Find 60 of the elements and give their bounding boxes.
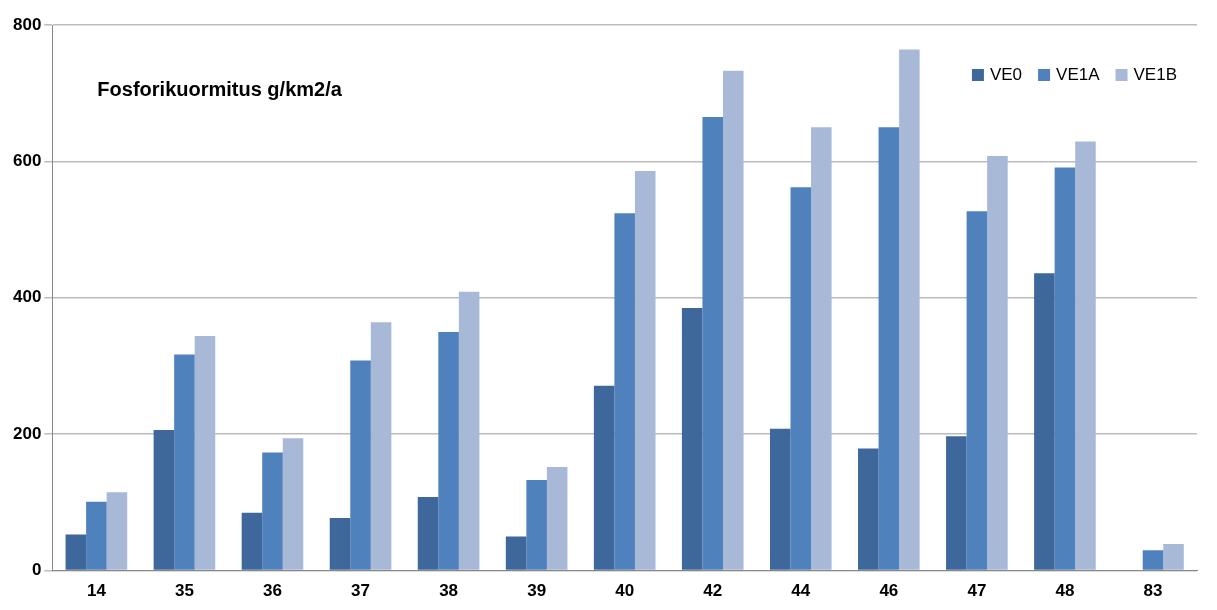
bar bbox=[458, 291, 480, 570]
legend-label: VE1A bbox=[1056, 64, 1101, 84]
bar bbox=[878, 127, 900, 570]
y-tick-label: 800 bbox=[12, 14, 42, 34]
bar bbox=[282, 438, 304, 570]
x-tick-label: 83 bbox=[1143, 581, 1163, 601]
y-tick-label: 0 bbox=[31, 560, 42, 580]
bar bbox=[858, 448, 879, 570]
bar bbox=[241, 512, 263, 570]
x-tick-label: 42 bbox=[703, 581, 723, 601]
bar bbox=[546, 466, 568, 570]
bar bbox=[1034, 273, 1055, 570]
bar bbox=[106, 492, 128, 570]
legend-label: VE0 bbox=[989, 64, 1023, 84]
bar bbox=[1163, 544, 1184, 570]
bar bbox=[526, 479, 547, 570]
bar bbox=[899, 49, 920, 570]
bar bbox=[417, 496, 439, 570]
x-tick-label: 38 bbox=[439, 581, 459, 601]
bar bbox=[790, 187, 812, 570]
bar bbox=[946, 436, 967, 570]
y-tick-label: 400 bbox=[12, 287, 42, 307]
bar bbox=[65, 534, 87, 570]
bar bbox=[438, 331, 459, 570]
bar bbox=[1142, 550, 1164, 570]
x-tick-label: 39 bbox=[527, 581, 547, 601]
x-tick-label: 36 bbox=[263, 581, 282, 601]
bar bbox=[614, 213, 635, 570]
bar bbox=[350, 360, 371, 570]
x-tick-label: 47 bbox=[967, 581, 987, 601]
bar bbox=[194, 335, 216, 570]
bar bbox=[370, 322, 392, 570]
bar bbox=[966, 211, 988, 570]
bar bbox=[329, 518, 351, 570]
text: Fosforikuormitus g/km2/a bbox=[97, 77, 343, 100]
x-tick-label: 14 bbox=[86, 581, 107, 601]
bar bbox=[593, 385, 615, 570]
bar bbox=[811, 127, 832, 570]
y-tick-label: 200 bbox=[12, 423, 42, 443]
bar bbox=[769, 428, 791, 570]
x-tick-label: 37 bbox=[351, 581, 370, 601]
y-tick-label: 600 bbox=[12, 151, 42, 171]
bar bbox=[262, 452, 283, 570]
x-tick-label: 35 bbox=[174, 581, 194, 601]
bar bbox=[1075, 141, 1096, 570]
x-tick-label: 44 bbox=[791, 581, 811, 601]
legend-label: VE1B bbox=[1133, 64, 1178, 84]
bar bbox=[634, 170, 656, 570]
bar bbox=[723, 70, 744, 570]
bar bbox=[86, 501, 107, 570]
bar bbox=[987, 155, 1008, 570]
bar bbox=[1054, 167, 1076, 570]
bar bbox=[702, 117, 723, 570]
x-tick-label: 46 bbox=[879, 581, 899, 601]
bar bbox=[153, 430, 175, 570]
x-tick-label: 48 bbox=[1055, 581, 1075, 601]
x-tick-label: 40 bbox=[615, 581, 635, 601]
bar bbox=[681, 308, 703, 570]
bar bbox=[174, 354, 195, 570]
bar bbox=[505, 536, 527, 570]
